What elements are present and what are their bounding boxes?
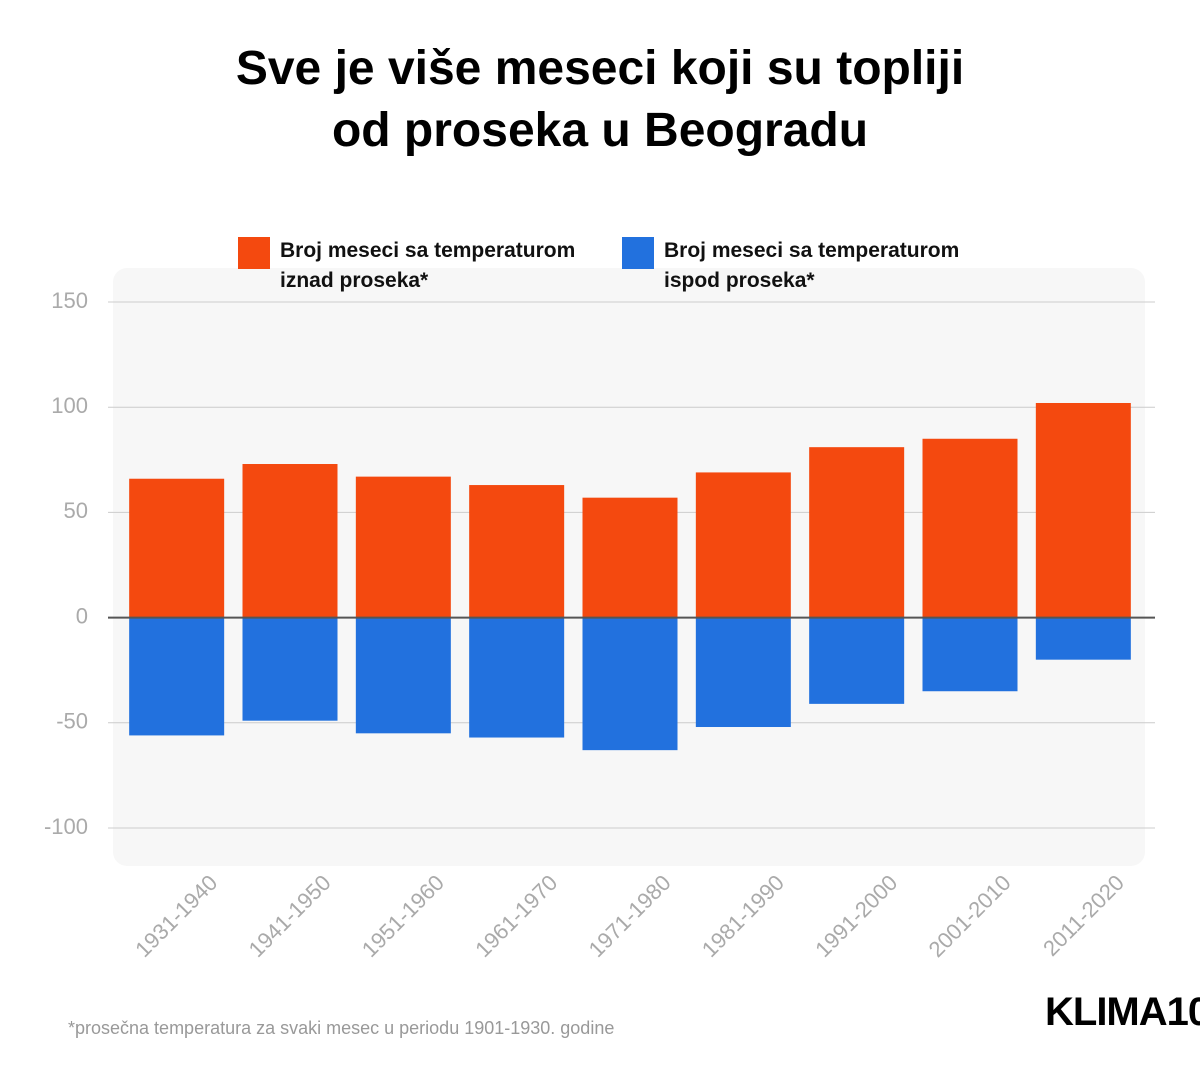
x-tick-label: 2011-2020 — [1038, 870, 1129, 961]
x-tick-label: 2001-2010 — [924, 870, 1016, 962]
footnote: *prosečna temperatura za svaki mesec u p… — [68, 1018, 615, 1038]
legend-label: Broj meseci sa temperaturom ispod prosek… — [664, 239, 960, 292]
bar — [469, 617, 565, 738]
y-tick-label: 50 — [64, 498, 88, 523]
x-tick-label: 1991-2000 — [810, 870, 902, 962]
bar — [922, 617, 1018, 692]
y-tick-label: -100 — [44, 814, 88, 839]
bar — [809, 617, 905, 704]
y-tick-label: 0 — [76, 603, 88, 628]
bar — [129, 617, 225, 736]
chart-title: Sve je više meseci koji su topliji od pr… — [235, 42, 965, 157]
bar — [695, 617, 791, 728]
x-tick-label: 1951-1960 — [357, 870, 449, 962]
x-tick-label: 1971-1980 — [584, 870, 676, 962]
bar — [809, 447, 905, 618]
y-tick-label: 100 — [51, 393, 88, 418]
bar — [1035, 402, 1131, 618]
bar — [355, 476, 451, 618]
bar — [469, 485, 565, 618]
legend-swatch — [622, 237, 654, 269]
bar — [242, 464, 338, 618]
bar — [129, 478, 225, 618]
x-tick-label: 1961-1970 — [470, 870, 562, 962]
x-tick-label: 1931-1940 — [130, 870, 222, 962]
y-tick-label: 150 — [51, 288, 88, 313]
bar — [695, 472, 791, 618]
bar — [922, 438, 1018, 618]
legend-label: Broj meseci sa temperaturom iznad prosek… — [280, 239, 576, 292]
y-tick-label: -50 — [56, 709, 88, 734]
x-tick-label: 1941-1950 — [244, 870, 336, 962]
legend-swatch — [238, 237, 270, 269]
bar — [582, 617, 678, 751]
x-tick-label: 1981-1990 — [697, 870, 789, 962]
bar — [242, 617, 338, 721]
bar — [355, 617, 451, 734]
logo: KLIMA101 — [1045, 990, 1200, 1034]
bar — [1035, 617, 1131, 660]
bar — [582, 497, 678, 618]
